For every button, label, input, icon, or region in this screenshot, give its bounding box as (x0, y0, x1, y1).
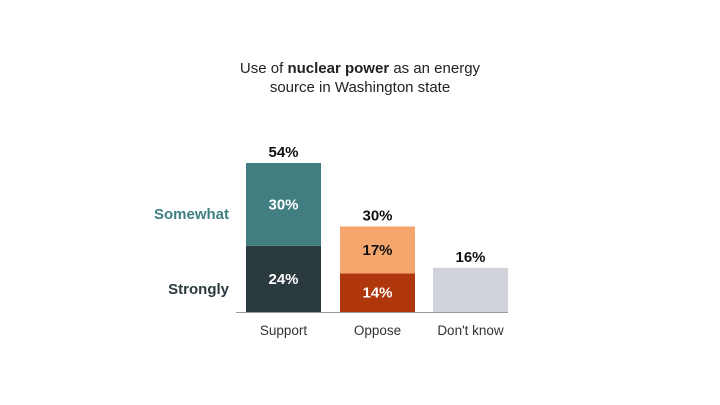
bar-strongly-2 (433, 267, 508, 312)
bar-somewhat-0 (246, 163, 321, 246)
title-pre: Use of (239, 60, 288, 77)
title-bold: nuclear power (287, 60, 390, 77)
total-label: 16% (455, 249, 485, 266)
total-label: 30% (362, 207, 392, 224)
chart-title: Use of nuclear power as an energy source… (0, 59, 720, 97)
data-label: 30% (268, 196, 298, 213)
title-line2: source in Washington state (269, 79, 451, 96)
data-label: 24% (268, 271, 298, 288)
x-tick-label: Don't know (437, 323, 504, 338)
x-tick-label: Support (260, 323, 308, 338)
bar-strongly-1 (340, 273, 415, 312)
bar-strongly-0 (246, 245, 321, 312)
legend-strongly: Strongly (168, 281, 229, 298)
legend-somewhat: Somewhat (154, 206, 229, 223)
data-label: 14% (362, 285, 392, 302)
data-label: 17% (362, 242, 392, 259)
bar-somewhat-1 (340, 226, 415, 274)
x-tick-label: Oppose (354, 323, 401, 338)
total-label: 54% (268, 144, 298, 161)
title-post: as an energy (389, 60, 481, 77)
